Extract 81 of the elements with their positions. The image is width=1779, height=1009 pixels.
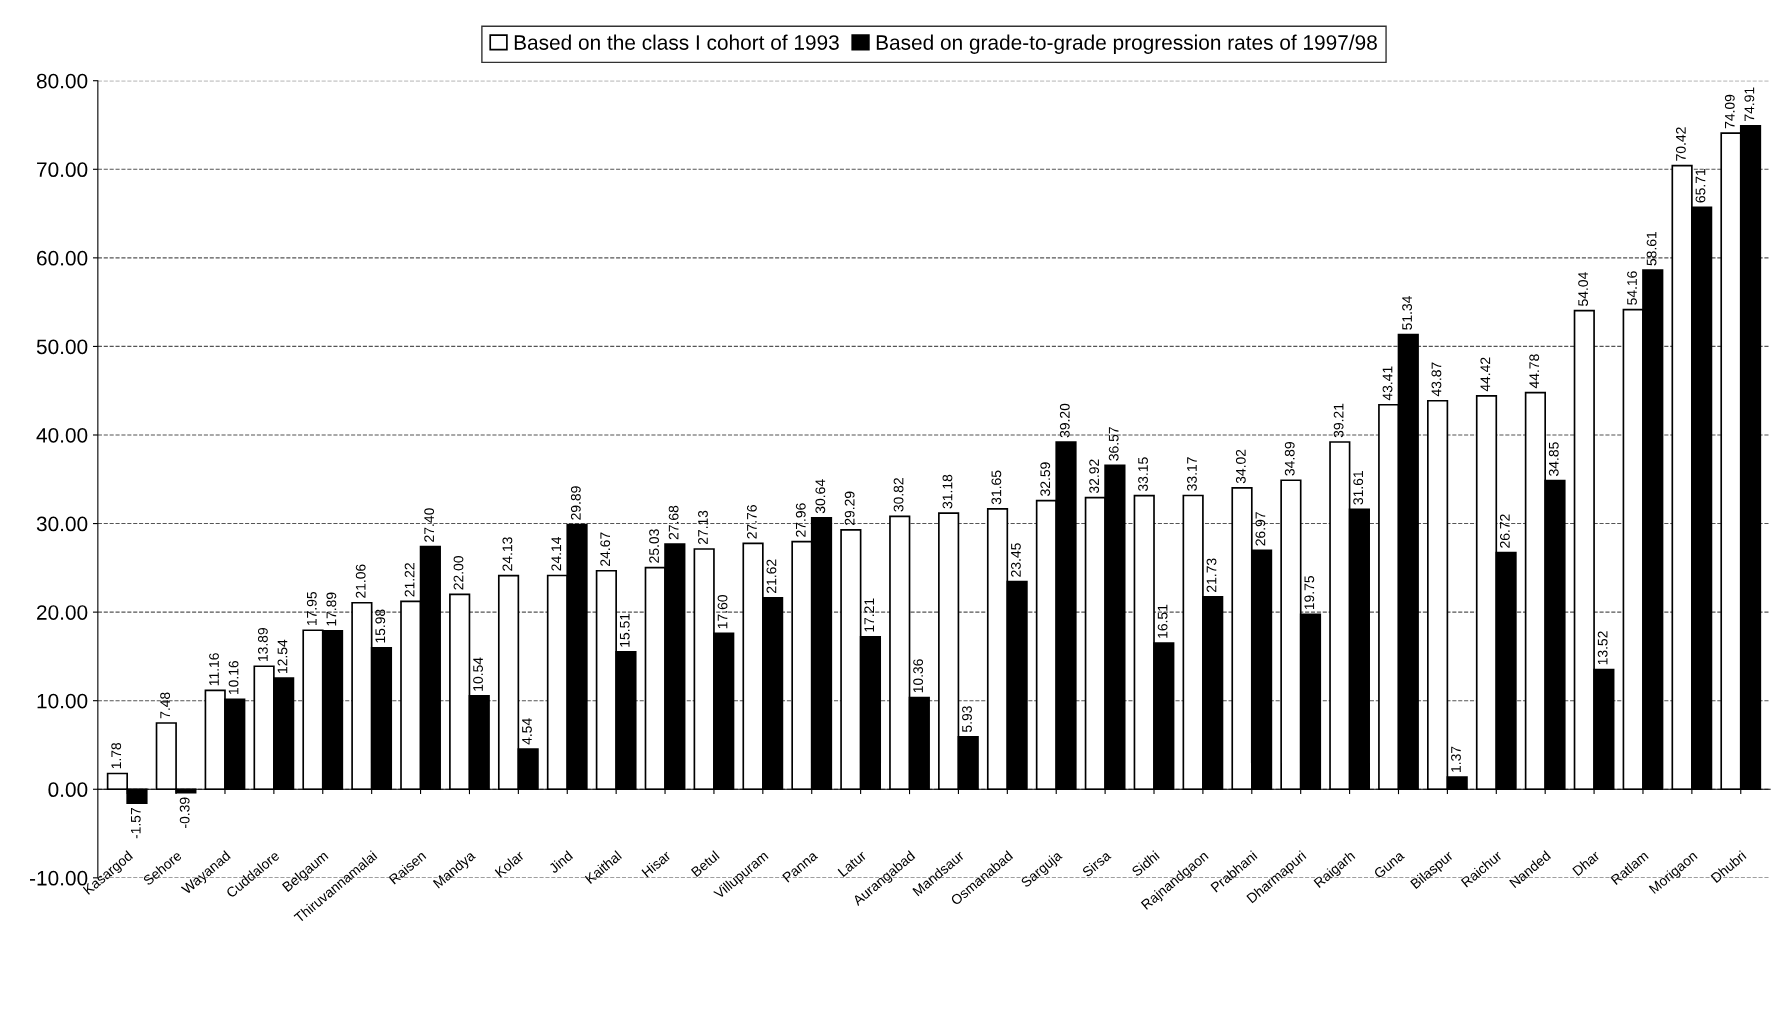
- y-tick-label: 60.00: [37, 250, 88, 266]
- data-label: -0.39: [179, 797, 190, 828]
- data-label: 44.78: [1529, 354, 1540, 389]
- data-label: 7.48: [160, 692, 171, 719]
- data-label: 10.54: [473, 657, 483, 691]
- data-label: 16.51: [1157, 604, 1168, 638]
- data-label: 21.62: [766, 559, 777, 593]
- y-tick-label: 10.00: [37, 693, 88, 709]
- data-label: 51.34: [1402, 296, 1412, 330]
- data-label: 17.21: [864, 598, 874, 632]
- data-label: 1.37: [1451, 746, 1461, 772]
- data-label: 30.64: [815, 479, 826, 514]
- data-label: 27.13: [698, 510, 708, 545]
- data-label: 31.61: [1353, 471, 1364, 505]
- data-label: 44.42: [1480, 357, 1491, 392]
- legend-label: Based on the class I cohort of 1993: [514, 34, 839, 50]
- data-label: -1.57: [131, 808, 141, 839]
- data-label: 27.68: [668, 505, 679, 540]
- data-label: 26.72: [1499, 514, 1510, 548]
- data-label: 74.91: [1744, 87, 1755, 121]
- data-label: 27.96: [795, 503, 806, 537]
- data-label: 65.71: [1695, 169, 1706, 203]
- data-label: 70.42: [1675, 127, 1686, 161]
- y-tick-label: 0.00: [48, 782, 88, 798]
- data-label: 43.41: [1382, 366, 1393, 401]
- x-tick-label: Jind: [547, 850, 574, 874]
- data-label: 25.03: [649, 529, 659, 563]
- data-label: 23.45: [1010, 543, 1021, 577]
- legend-label: Based on grade-to-grade progression rates of 1997/98: [876, 34, 1377, 54]
- data-label: 10.36: [913, 659, 924, 693]
- data-label: 21.73: [1206, 558, 1217, 592]
- data-label: 34.85: [1548, 442, 1559, 476]
- data-label: 26.97: [1255, 512, 1266, 546]
- data-label: 54.04: [1578, 272, 1589, 306]
- data-label: 24.67: [600, 532, 611, 566]
- data-label: 31.18: [942, 474, 953, 509]
- data-label: 13.89: [257, 627, 268, 662]
- data-label: 30.82: [893, 478, 904, 512]
- x-tick-label: Sirsa: [1081, 849, 1112, 878]
- data-label: 29.29: [844, 491, 855, 525]
- data-label: 34.89: [1284, 441, 1295, 476]
- data-label: 31.65: [991, 470, 1002, 505]
- y-tick-label: 50.00: [36, 339, 88, 355]
- data-label: 17.89: [326, 592, 337, 626]
- data-label: 36.57: [1108, 427, 1119, 461]
- data-label: 24.13: [502, 537, 513, 571]
- data-label: 17.60: [717, 595, 728, 629]
- data-label: 32.92: [1089, 459, 1100, 493]
- data-label: 17.95: [306, 591, 317, 626]
- y-tick-label: 30.00: [36, 516, 88, 532]
- y-tick-label: 40.00: [36, 427, 88, 443]
- data-label: 12.54: [277, 639, 288, 673]
- data-label: 27.40: [424, 508, 435, 542]
- data-label: 58.61: [1646, 231, 1657, 266]
- data-label: 1.78: [111, 742, 122, 769]
- data-label: 39.21: [1333, 403, 1344, 438]
- data-label: 21.22: [404, 563, 415, 597]
- y-tick-label: 20.00: [37, 605, 88, 620]
- data-label: 54.16: [1627, 271, 1637, 305]
- data-label: 33.15: [1138, 457, 1148, 491]
- y-tick-label: 70.00: [37, 162, 88, 178]
- data-label: 13.52: [1597, 631, 1608, 665]
- data-label: 29.89: [570, 486, 581, 520]
- data-label: 43.87: [1431, 362, 1442, 397]
- data-label: 33.17: [1187, 457, 1197, 491]
- data-label: 27.76: [746, 505, 757, 539]
- data-label: 24.14: [551, 536, 562, 571]
- data-label: 19.75: [1304, 576, 1315, 610]
- data-label: 4.54: [522, 718, 532, 745]
- data-label: 22.00: [453, 556, 464, 590]
- data-label: 10.16: [228, 660, 239, 695]
- y-tick-label: 80.00: [36, 73, 88, 89]
- data-label: 5.93: [962, 706, 972, 733]
- data-label: 74.09: [1724, 94, 1735, 129]
- data-label: 21.06: [355, 564, 366, 598]
- data-label: 32.59: [1040, 462, 1051, 496]
- data-label: 39.20: [1059, 403, 1070, 438]
- data-label: 15.51: [619, 613, 630, 647]
- data-label: 34.02: [1235, 449, 1246, 484]
- data-label: 15.98: [375, 609, 386, 643]
- data-label: 11.16: [209, 653, 219, 686]
